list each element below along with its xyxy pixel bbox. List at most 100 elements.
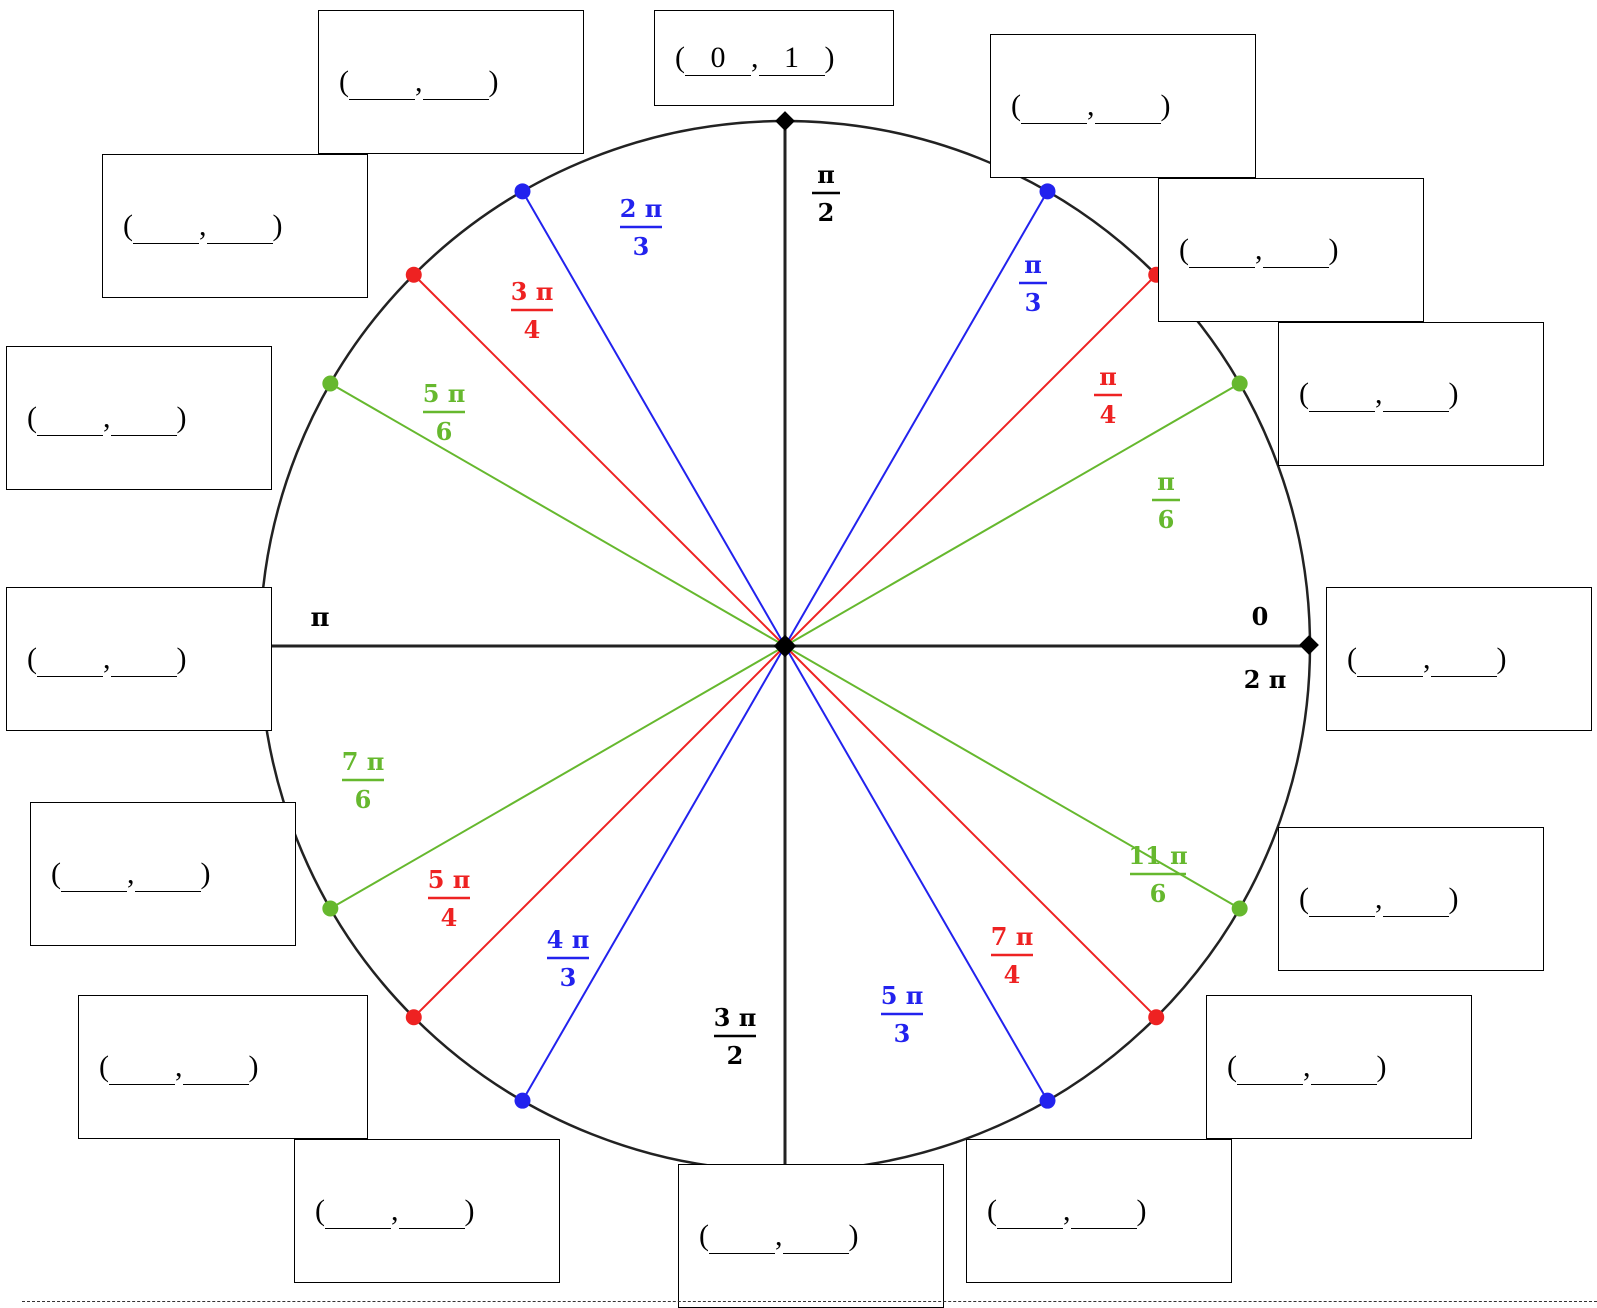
point-pi6 <box>1231 375 1248 392</box>
open-paren: ( <box>675 41 685 74</box>
x-coordinate-blank[interactable] <box>1189 233 1255 268</box>
angle-label-5pi4: 5 π4 <box>428 865 471 932</box>
y-coordinate-blank[interactable] <box>1430 642 1497 677</box>
angle-denominator: 6 <box>1150 879 1167 908</box>
radius-4pi3 <box>521 645 786 1102</box>
comma: , <box>775 1219 783 1252</box>
open-paren: ( <box>99 1050 109 1083</box>
radius-5pi3 <box>784 645 1049 1102</box>
y-coordinate-blank[interactable] <box>1382 882 1449 917</box>
angle-label-7pi6: 7 π6 <box>342 747 385 814</box>
angle-denominator: 6 <box>436 417 453 446</box>
point-3pi4 <box>405 266 422 283</box>
angle-numerator: 4 π <box>547 925 590 954</box>
x-coordinate-blank[interactable] <box>709 1219 775 1254</box>
coordinate-box-5pi3: (,) <box>966 1139 1232 1283</box>
angle-numerator: 7 π <box>991 922 1034 951</box>
comma: , <box>415 65 423 98</box>
angle-denominator: 4 <box>1004 960 1021 989</box>
y-coordinate-blank[interactable]: 1 <box>758 41 825 76</box>
x-coordinate-blank[interactable] <box>1309 377 1375 412</box>
radius-3pi4 <box>413 274 786 647</box>
label-zero: 0 <box>1252 602 1269 631</box>
x-coordinate-blank[interactable] <box>1237 1050 1303 1085</box>
comma: , <box>391 1194 399 1227</box>
x-coordinate-blank[interactable] <box>1021 89 1087 124</box>
angle-label-pi6: π6 <box>1152 467 1180 534</box>
y-coordinate-blank[interactable] <box>110 642 177 677</box>
angle-numerator: π <box>1099 362 1117 391</box>
y-coordinate-blank[interactable] <box>782 1219 849 1254</box>
origin-marker <box>773 634 797 658</box>
x-coordinate-blank[interactable] <box>325 1194 391 1229</box>
angle-label-5pi6: 5 π6 <box>423 379 466 446</box>
close-paren: ) <box>176 401 187 434</box>
y-coordinate-blank[interactable] <box>1310 1050 1377 1085</box>
y-coordinate-blank[interactable] <box>422 65 489 100</box>
open-paren: ( <box>27 401 37 434</box>
y-coordinate-blank[interactable] <box>110 401 177 436</box>
y-coordinate-blank[interactable] <box>1070 1194 1137 1229</box>
y-coordinate-blank[interactable] <box>182 1050 249 1085</box>
open-paren: ( <box>699 1219 709 1252</box>
radius-pi4 <box>784 274 1157 647</box>
comma: , <box>1375 377 1383 410</box>
radius-2pi3 <box>521 190 786 647</box>
angle-numerator: 5 π <box>881 981 924 1010</box>
x-coordinate-blank[interactable] <box>1357 642 1423 677</box>
coordinate-box-7pi6: (,) <box>30 802 296 946</box>
x-coordinate-blank[interactable] <box>37 401 103 436</box>
y-coordinate-blank[interactable] <box>1094 89 1161 124</box>
coordinate-box-pi3: (,) <box>990 34 1256 178</box>
open-paren: ( <box>1227 1050 1237 1083</box>
x-coordinate-blank[interactable] <box>349 65 415 100</box>
open-paren: ( <box>123 209 133 242</box>
close-paren: ) <box>176 642 187 675</box>
radius-5pi4 <box>413 645 786 1018</box>
radius-7pi6 <box>329 645 786 910</box>
point-5pi4 <box>405 1009 422 1026</box>
close-paren: ) <box>1376 1050 1387 1083</box>
close-paren: ) <box>1448 882 1459 915</box>
point-7pi4 <box>1148 1009 1165 1026</box>
angle-label-pi2: π2 <box>812 160 840 227</box>
x-coordinate-blank[interactable]: 0 <box>685 41 751 76</box>
angle-denominator: 3 <box>894 1019 911 1048</box>
y-coordinate-blank[interactable] <box>398 1194 465 1229</box>
comma: , <box>1255 233 1263 266</box>
angle-label-3pi4: 3 π4 <box>511 277 554 344</box>
angle-numerator: 3 π <box>511 277 554 306</box>
coordinate-box-3pi2: (,) <box>678 1164 944 1308</box>
y-coordinate-blank[interactable] <box>1382 377 1449 412</box>
y-coordinate-blank[interactable] <box>134 857 201 892</box>
open-paren: ( <box>1179 233 1189 266</box>
close-paren: ) <box>272 209 283 242</box>
coordinate-box-3pi4: (,) <box>102 154 368 298</box>
close-paren: ) <box>488 65 499 98</box>
open-paren: ( <box>1299 377 1309 410</box>
x-coordinate-blank[interactable] <box>1309 882 1375 917</box>
label-two-pi: 2 π <box>1244 665 1287 694</box>
x-coordinate-blank[interactable] <box>61 857 127 892</box>
point-5pi3 <box>1039 1092 1056 1109</box>
radius-7pi4 <box>784 645 1157 1018</box>
angle-numerator: π <box>1157 467 1175 496</box>
angle-denominator: 3 <box>633 232 650 261</box>
angle-label-2pi3: 2 π3 <box>620 194 663 261</box>
x-coordinate-blank[interactable] <box>997 1194 1063 1229</box>
point-0-marker <box>1299 635 1319 655</box>
x-coordinate-blank[interactable] <box>109 1050 175 1085</box>
point-4pi3 <box>514 1092 531 1109</box>
y-coordinate-blank[interactable] <box>206 209 273 244</box>
open-paren: ( <box>339 65 349 98</box>
open-paren: ( <box>315 1194 325 1227</box>
angle-denominator: 6 <box>355 785 372 814</box>
y-coordinate-blank[interactable] <box>1262 233 1329 268</box>
x-coordinate-blank[interactable] <box>37 642 103 677</box>
angle-label-pi4: π4 <box>1094 362 1122 429</box>
open-paren: ( <box>1299 882 1309 915</box>
close-paren: ) <box>248 1050 259 1083</box>
x-coordinate-blank[interactable] <box>133 209 199 244</box>
angle-denominator: 3 <box>560 963 577 992</box>
